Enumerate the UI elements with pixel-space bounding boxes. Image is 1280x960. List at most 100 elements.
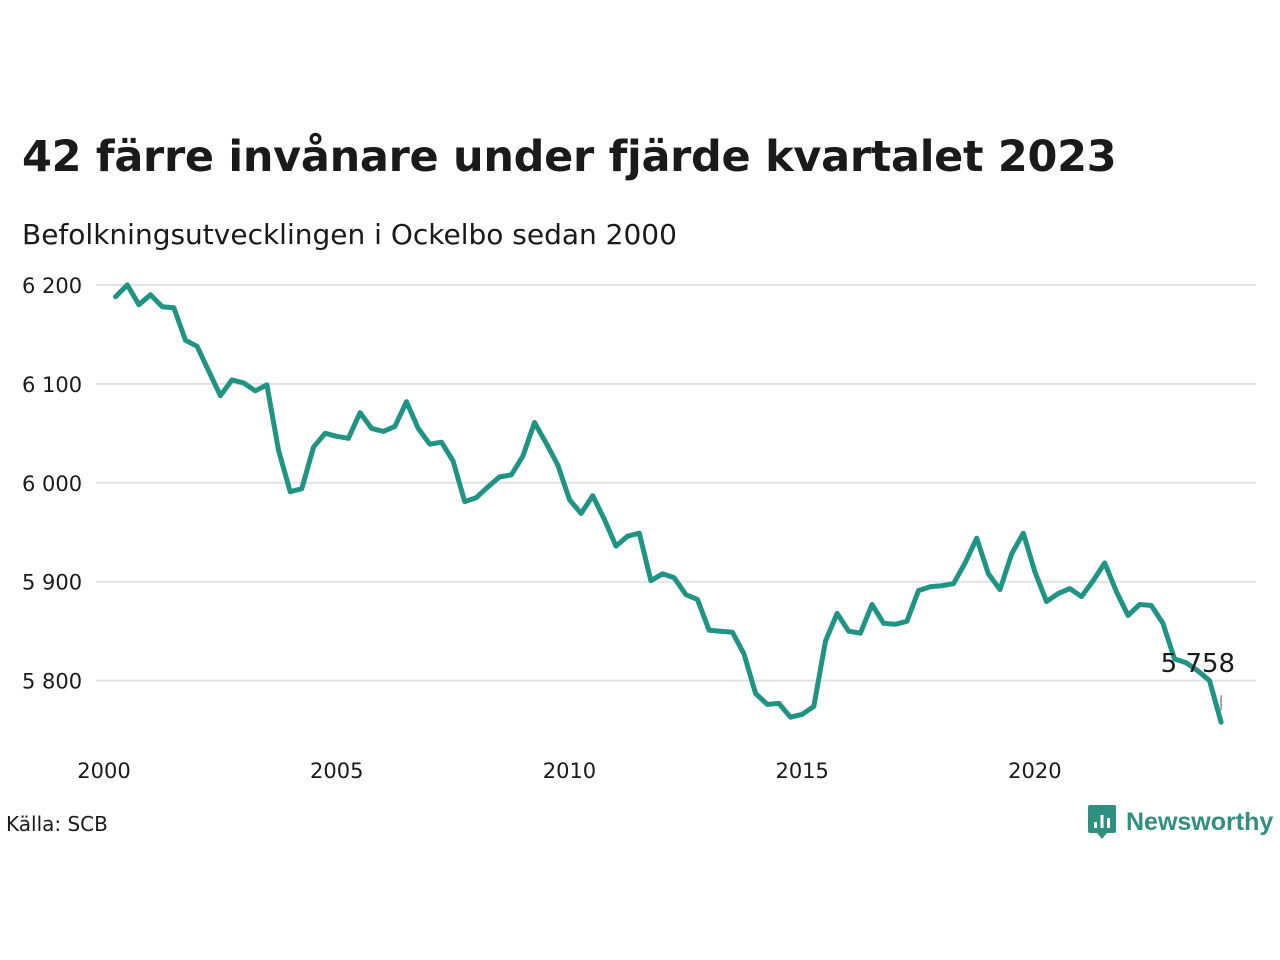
x-axis-ticks: 2000 2005 2010 2015 2020 (77, 759, 1061, 783)
data-point (799, 711, 805, 717)
y-tick-label: 5 900 (22, 571, 82, 595)
data-point (648, 578, 654, 584)
data-point (683, 592, 689, 598)
data-point (473, 495, 479, 501)
data-point (985, 571, 991, 577)
data-point (171, 305, 177, 311)
data-point (962, 560, 968, 566)
data-point (543, 440, 549, 446)
data-point (706, 627, 712, 633)
end-label-layer: 5 758 (1161, 649, 1235, 711)
data-point (1078, 594, 1084, 600)
data-point (380, 428, 386, 434)
x-tick-label: 2000 (77, 759, 130, 783)
data-point (369, 425, 375, 431)
data-point (182, 337, 188, 343)
series-layer (113, 282, 1224, 725)
data-point (136, 302, 142, 308)
x-tick-label: 2015 (775, 759, 828, 783)
data-point (916, 588, 922, 594)
data-point (636, 530, 642, 536)
data-point (1055, 591, 1061, 597)
y-tick-label: 6 100 (22, 373, 82, 397)
data-point (892, 621, 898, 627)
data-point (485, 484, 491, 490)
data-point (811, 703, 817, 709)
series-line (113, 282, 1224, 725)
data-point (264, 382, 270, 388)
data-point (427, 441, 433, 447)
data-point (532, 419, 538, 425)
data-point (1032, 569, 1038, 575)
data-point (345, 435, 351, 441)
data-point (776, 700, 782, 706)
brand-name: Newsworthy (1126, 807, 1274, 836)
y-tick-label: 6 000 (22, 472, 82, 496)
data-point (148, 292, 154, 298)
data-point (1148, 602, 1154, 608)
data-point (1044, 599, 1050, 605)
data-point (822, 638, 828, 644)
data-point (508, 472, 514, 478)
data-point (404, 399, 410, 405)
data-point (694, 597, 700, 603)
data-point (276, 447, 282, 453)
source-note: Källa: SCB (6, 812, 108, 836)
data-point (613, 543, 619, 549)
data-point (1020, 530, 1026, 536)
data-point (939, 583, 945, 589)
data-point (997, 587, 1003, 593)
data-point (287, 489, 293, 495)
data-point (1160, 620, 1166, 626)
data-point (322, 430, 328, 436)
data-point (1125, 612, 1131, 618)
data-point (881, 620, 887, 626)
chart-title: 42 färre invånare under fjärde kvartalet… (22, 132, 1117, 182)
data-point (1090, 578, 1096, 584)
gridlines (96, 283, 1256, 682)
data-point (206, 368, 212, 374)
data-point (1137, 601, 1143, 607)
data-point (869, 601, 875, 607)
data-point (741, 651, 747, 657)
data-point (310, 444, 316, 450)
y-tick-label: 5 800 (22, 670, 82, 694)
data-point (392, 423, 398, 429)
data-point (194, 343, 200, 349)
x-tick-label: 2005 (310, 759, 363, 783)
data-point (1113, 589, 1119, 595)
data-point (124, 282, 130, 288)
end-value-label: 5 758 (1161, 649, 1235, 679)
data-point (660, 571, 666, 577)
data-point (927, 584, 933, 590)
data-point (834, 610, 840, 616)
data-point (159, 304, 165, 310)
data-point (857, 630, 863, 636)
data-point (462, 499, 468, 505)
data-point (788, 714, 794, 720)
brand-logo: Newsworthy (1088, 804, 1273, 840)
data-point (113, 294, 119, 300)
data-point (555, 462, 561, 468)
data-point (671, 575, 677, 581)
data-point (753, 691, 759, 697)
data-point (1102, 560, 1108, 566)
data-point (357, 410, 363, 416)
data-point (590, 493, 596, 499)
data-point (625, 533, 631, 539)
data-point (566, 497, 572, 503)
data-point (229, 377, 235, 383)
data-point (718, 628, 724, 634)
data-point (1009, 551, 1015, 557)
y-axis-ticks: 5 800 5 900 6 000 6 100 6 200 (22, 274, 82, 694)
data-point (904, 618, 910, 624)
data-point (846, 628, 852, 634)
data-point (1218, 719, 1224, 725)
data-point (729, 629, 735, 635)
data-point (299, 486, 305, 492)
newsworthy-chart-bubble-icon (1088, 805, 1116, 839)
data-point (974, 535, 980, 541)
data-point (438, 439, 444, 445)
data-point (950, 581, 956, 587)
